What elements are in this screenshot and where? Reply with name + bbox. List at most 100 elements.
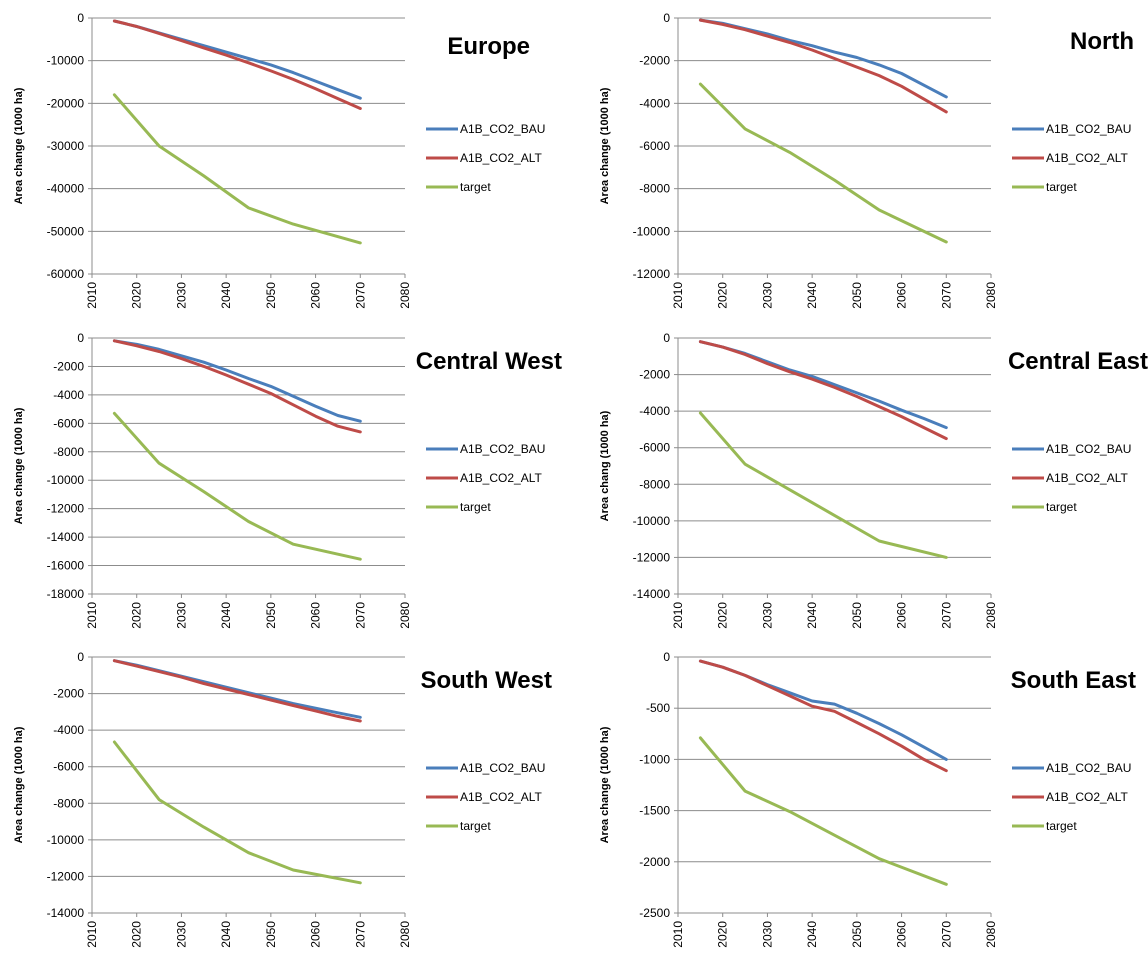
x-tick-label: 2070 [939,282,953,309]
series-line-target [698,82,948,244]
x-tick-label: 2050 [850,602,864,629]
x-tick-label: 2010 [85,921,99,948]
x-tick-label: 2010 [671,282,685,309]
y-tick-label: -12000 [633,550,671,564]
series-line-target [112,411,362,561]
y-tick-label: -500 [646,701,670,715]
x-tick-label: 2040 [219,282,233,309]
x-tick-label: 2050 [850,282,864,309]
y-tick-label: -2500 [639,906,670,920]
y-tick-label: -2000 [53,359,84,373]
y-tick-label: -1500 [639,804,670,818]
x-tick-label: 2070 [939,921,953,948]
x-tick-label: 2080 [398,282,412,309]
y-tick-label: -14000 [633,587,671,601]
x-tick-label: 2060 [895,602,909,629]
y-axis-label: Area change (1000 ha) [599,726,611,843]
chart-title: Europe [447,33,530,60]
y-tick-label: -10000 [47,54,85,68]
y-axis-label: Area change (1000 ha) [13,726,25,843]
y-tick-label: -60000 [47,267,85,281]
x-tick-label: 2030 [760,602,774,629]
legend-label: A1B_CO2_ALT [1046,471,1128,485]
y-tick-label: -10000 [47,833,85,847]
x-tick-label: 2030 [760,921,774,948]
x-tick-label: 2010 [85,602,99,629]
x-tick-label: 2060 [895,921,909,948]
x-tick-label: 2080 [984,282,998,309]
x-tick-label: 2050 [264,921,278,948]
x-tick-label: 2070 [939,602,953,629]
x-tick-label: 2060 [309,282,323,309]
y-tick-label: -16000 [47,559,85,573]
x-tick-label: 2010 [671,602,685,629]
x-tick-label: 2050 [264,602,278,629]
series-line-target [698,736,948,886]
x-tick-label: 2070 [353,921,367,948]
legend-label: A1B_CO2_ALT [1046,790,1128,804]
x-tick-label: 2030 [760,282,774,309]
x-tick-label: 2040 [805,602,819,629]
series-line-a1b-co2-alt [112,659,362,723]
chart-panel-central-east: 0-2000-4000-6000-8000-10000-12000-140002… [599,331,1148,629]
x-tick-label: 2020 [130,602,144,629]
chart-title: South West [420,667,552,694]
chart-panel-central-west: 0 -2000 -4000 -6000 -8000 -10000 -12000 -14000 -… [13,331,562,629]
y-tick-label: -14000 [47,530,85,544]
x-tick-label: 2010 [85,282,99,309]
x-tick-label: 2080 [398,921,412,948]
legend-label: A1B_CO2_ALT [460,151,542,165]
x-tick-label: 2080 [984,921,998,948]
x-tick-label: 2040 [219,921,233,948]
series-line-a1b-co2-alt [698,340,948,441]
y-tick-label: -10000 [47,473,85,487]
series-line-target [112,93,362,245]
y-tick-label: 0 [77,650,84,664]
legend-label: target [460,819,491,833]
y-tick-label: -18000 [47,587,85,601]
y-tick-label: -2000 [639,54,670,68]
x-tick-label: 2080 [984,602,998,629]
y-tick-label: -8000 [53,796,84,810]
chart-title: Central East [1008,348,1148,375]
x-tick-label: 2020 [716,282,730,309]
y-tick-label: -8000 [639,477,670,491]
y-tick-label: -6000 [53,760,84,774]
x-tick-label: 2030 [174,602,188,629]
y-axis-label: Area chang (1000 ha) [599,410,611,521]
legend-label: target [460,500,491,514]
y-tick-label: -8000 [639,182,670,196]
legend-label: target [460,180,491,194]
series-line-target [698,411,948,559]
y-axis-label: Area change (1000 ha) [13,407,25,524]
y-tick-label: -2000 [639,855,670,869]
chart-title: Central West [416,348,562,375]
y-tick-label: -4000 [639,96,670,110]
x-tick-label: 2020 [130,921,144,948]
y-tick-label: -6000 [639,139,670,153]
x-tick-label: 2050 [264,282,278,309]
y-tick-label: -12000 [47,869,85,883]
y-tick-label: 0 [663,331,670,345]
y-tick-label: -6000 [639,441,670,455]
series-line-target [112,740,362,885]
legend-label: A1B_CO2_BAU [460,761,545,775]
y-tick-label: -1000 [639,752,670,766]
y-tick-label: -40000 [47,182,85,196]
y-tick-label: -10000 [633,514,671,528]
y-tick-label: -10000 [633,224,671,238]
y-tick-label: 0 [663,650,670,664]
series-line-a1b-co2-bau [698,18,948,99]
x-tick-label: 2020 [716,602,730,629]
x-tick-label: 2070 [353,282,367,309]
x-tick-label: 2060 [309,921,323,948]
y-tick-label: -8000 [53,445,84,459]
y-tick-label: -12000 [47,502,85,516]
legend-label: A1B_CO2_BAU [1046,761,1131,775]
y-tick-label: -2000 [53,687,84,701]
y-tick-label: -14000 [47,906,85,920]
x-tick-label: 2050 [850,921,864,948]
x-tick-label: 2060 [895,282,909,309]
